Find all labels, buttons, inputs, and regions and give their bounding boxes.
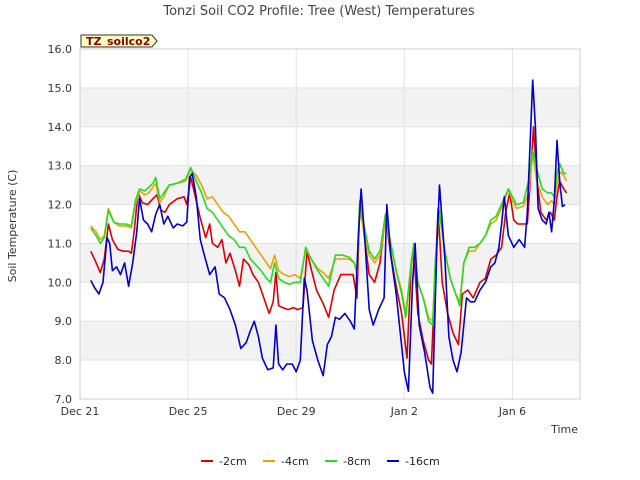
series-line-8cm: [90, 149, 567, 326]
x-tick-label: Jan 6: [498, 405, 526, 418]
x-tick-label: Dec 29: [277, 405, 316, 418]
plot-bands: [80, 49, 580, 399]
plot-band: [80, 87, 580, 127]
chart-title: Tonzi Soil CO2 Profile: Tree (West) Temp…: [162, 4, 475, 19]
series-tag: TZ_soilco2: [80, 34, 158, 48]
y-tick-label: 16.0: [48, 43, 73, 56]
x-tick-label: Dec 21: [61, 405, 100, 418]
x-axis-ticks: Dec 21 Dec 25 Dec 29 Jan 2 Jan 6: [61, 405, 527, 418]
series-layer: [90, 79, 568, 394]
y-tick-label: 15.0: [48, 82, 73, 95]
legend-label: -2cm: [219, 455, 247, 468]
y-tick-label: 7.0: [55, 393, 73, 406]
series-line-16cm: [90, 79, 566, 394]
tag-box: [80, 34, 158, 48]
x-tick-label: Jan 2: [390, 405, 418, 418]
tag-label: TZ_soilco2: [86, 35, 150, 48]
y-tick-label: 8.0: [55, 354, 73, 367]
series-line-2cm: [90, 126, 568, 365]
y-tick-label: 11.0: [48, 237, 73, 250]
x-tick-label: Dec 25: [169, 405, 208, 418]
y-tick-label: 12.0: [48, 199, 73, 212]
y-tick-label: 10.0: [48, 276, 73, 289]
legend: -2cm -4cm -8cm -16cm: [201, 455, 440, 468]
y-tick-label: 14.0: [48, 121, 73, 134]
legend-label: -4cm: [281, 455, 309, 468]
legend-label: -8cm: [343, 455, 371, 468]
y-axis-ticks: 7.0 8.0 9.0 10.0 11.0 12.0 13.0 14.0 15.0 16.0: [48, 43, 73, 406]
y-tick-label: 13.0: [48, 160, 73, 173]
y-axis-label: Soil Temperature (C): [6, 170, 19, 283]
plot-frame: [79, 48, 581, 400]
legend-label: -16cm: [405, 455, 440, 468]
x-axis-label: Time: [550, 423, 578, 436]
y-tick-label: 9.0: [55, 315, 73, 328]
series-line-4cm: [90, 153, 568, 322]
